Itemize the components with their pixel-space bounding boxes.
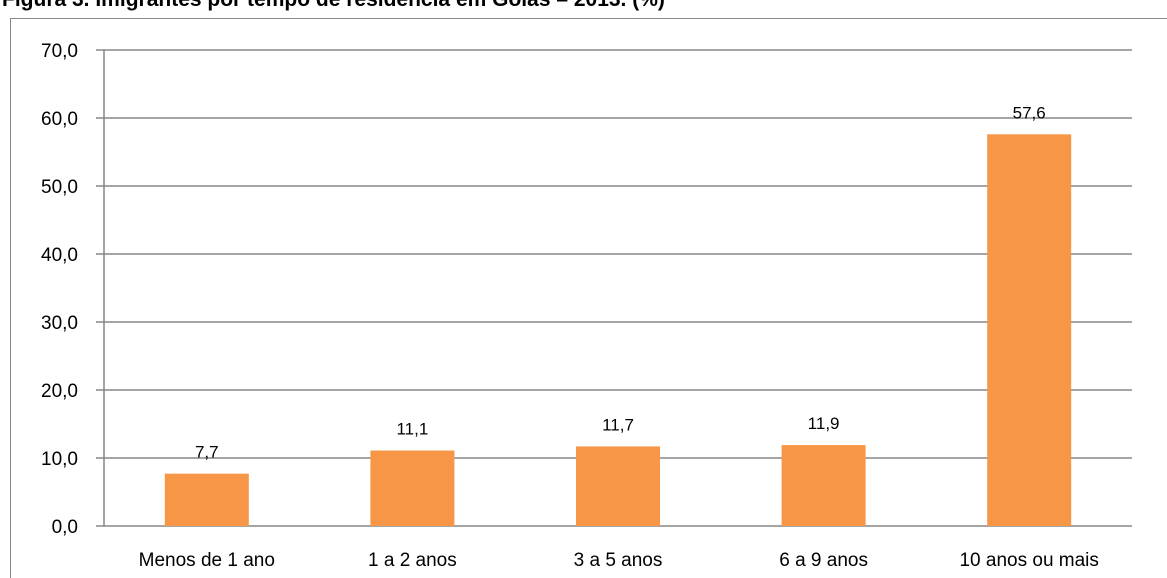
bar bbox=[164, 473, 249, 526]
bar bbox=[370, 450, 455, 526]
y-tick-label: 0,0 bbox=[52, 517, 78, 538]
data-labels: 7,7 11,1 11,7 11,9 57,6 bbox=[195, 103, 1046, 461]
category-label: 3 a 5 anos bbox=[574, 550, 663, 571]
bar bbox=[987, 134, 1072, 526]
category-label: 1 a 2 anos bbox=[368, 550, 457, 571]
bars bbox=[164, 134, 1072, 526]
gridlines bbox=[96, 49, 1132, 527]
category-label: 10 anos ou mais bbox=[959, 550, 1098, 571]
y-tick-label: 50,0 bbox=[41, 177, 78, 198]
data-label: 11,7 bbox=[602, 415, 634, 434]
y-tick-label: 40,0 bbox=[41, 245, 78, 266]
data-label: 7,7 bbox=[195, 443, 219, 462]
y-axis-tick-labels: 0,0 10,0 20,0 30,0 40,0 50,0 60,0 70,0 bbox=[41, 41, 78, 538]
y-tick-label: 10,0 bbox=[41, 449, 78, 470]
data-label: 11,9 bbox=[808, 414, 840, 433]
bar bbox=[576, 446, 660, 526]
y-tick-label: 30,0 bbox=[41, 313, 78, 334]
chart-title: Figura 3. Imigrantes por tempo de residê… bbox=[0, 0, 1167, 18]
y-tick-label: 70,0 bbox=[41, 41, 78, 62]
data-label: 57,6 bbox=[1013, 103, 1046, 122]
y-tick-label: 20,0 bbox=[41, 381, 78, 402]
chart-frame bbox=[10, 18, 1167, 578]
category-label: 6 a 9 anos bbox=[779, 550, 868, 571]
data-label: 11,1 bbox=[396, 420, 428, 439]
bar bbox=[781, 445, 866, 526]
x-axis-category-labels: Menos de 1 ano 1 a 2 anos 3 a 5 anos 6 a 9 … bbox=[139, 550, 1099, 571]
y-tick-label: 60,0 bbox=[41, 109, 78, 130]
category-label: Menos de 1 ano bbox=[139, 550, 275, 571]
